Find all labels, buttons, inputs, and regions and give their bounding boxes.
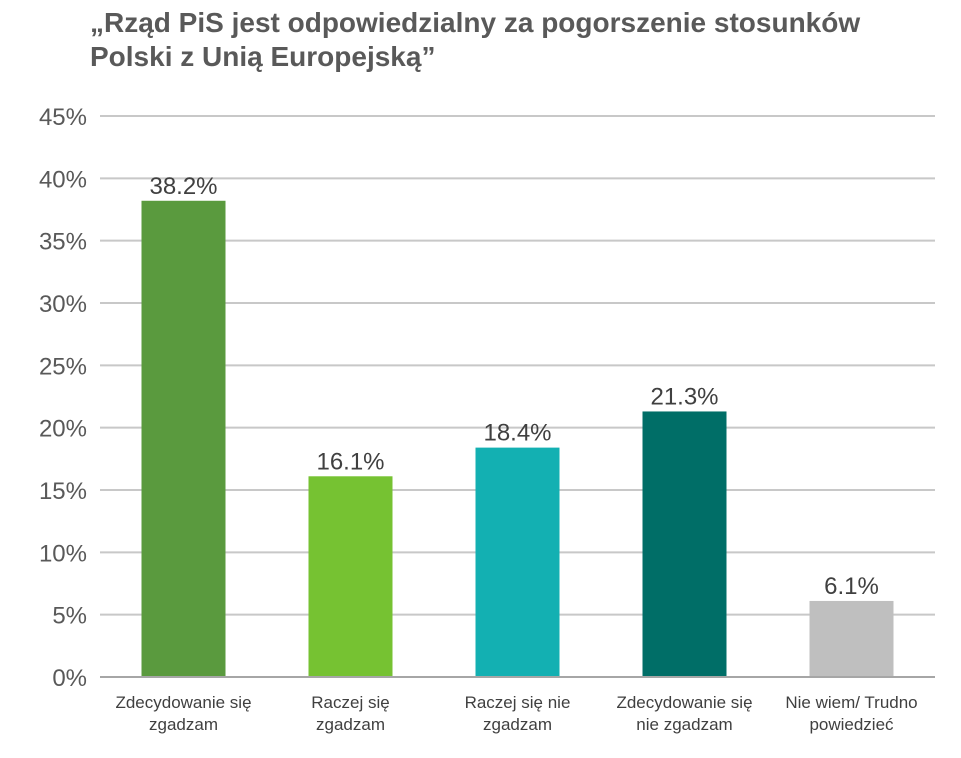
y-tick-label: 25% [39, 353, 87, 380]
x-tick-label-line: zgadzam [316, 715, 385, 734]
y-tick-label: 45% [39, 104, 87, 131]
bar [809, 600, 894, 677]
y-tick-label: 10% [39, 540, 87, 567]
x-tick-label-line: Zdecydowanie się [115, 693, 251, 712]
data-label: 6.1% [824, 573, 879, 600]
x-tick-label-line: zgadzam [149, 715, 218, 734]
bar [141, 200, 226, 678]
x-tick-label: Zdecydowanie się nie zgadzam [616, 693, 752, 734]
data-label: 18.4% [483, 420, 551, 447]
bar [475, 447, 560, 677]
chart-title: „Rząd PiS jest odpowiedzialny za pogorsz… [90, 7, 861, 72]
x-tick-label-line: powiedzieć [809, 715, 894, 734]
bar [308, 476, 393, 677]
y-tick-label: 5% [52, 603, 87, 630]
data-label: 21.3% [650, 383, 718, 410]
x-tick-label: Raczej się nie zgadzam [465, 693, 571, 734]
x-tick-label-line: Raczej się nie [465, 693, 571, 712]
x-tick-label-line: nie zgadzam [636, 715, 732, 734]
y-tick-label: 40% [39, 166, 87, 193]
x-tick-label-line: Nie wiem/ Trudno [785, 693, 917, 712]
y-tick-label: 35% [39, 229, 87, 256]
x-tick-label: Raczej się zgadzam [311, 693, 389, 734]
data-label: 38.2% [149, 173, 217, 200]
x-tick-label-line: zgadzam [483, 715, 552, 734]
x-tick-label: Zdecydowanie się zgadzam [115, 693, 251, 734]
x-tick-label-line: Raczej się [311, 693, 389, 712]
x-tick-label-line: Zdecydowanie się [616, 693, 752, 712]
y-tick-label: 30% [39, 291, 87, 318]
data-label: 16.1% [316, 448, 384, 475]
bar [642, 411, 727, 677]
y-tick-label: 20% [39, 416, 87, 443]
x-tick-label: Nie wiem/ Trudno powiedzieć [785, 693, 917, 734]
y-tick-label: 15% [39, 478, 87, 505]
y-tick-label: 0% [52, 665, 87, 692]
